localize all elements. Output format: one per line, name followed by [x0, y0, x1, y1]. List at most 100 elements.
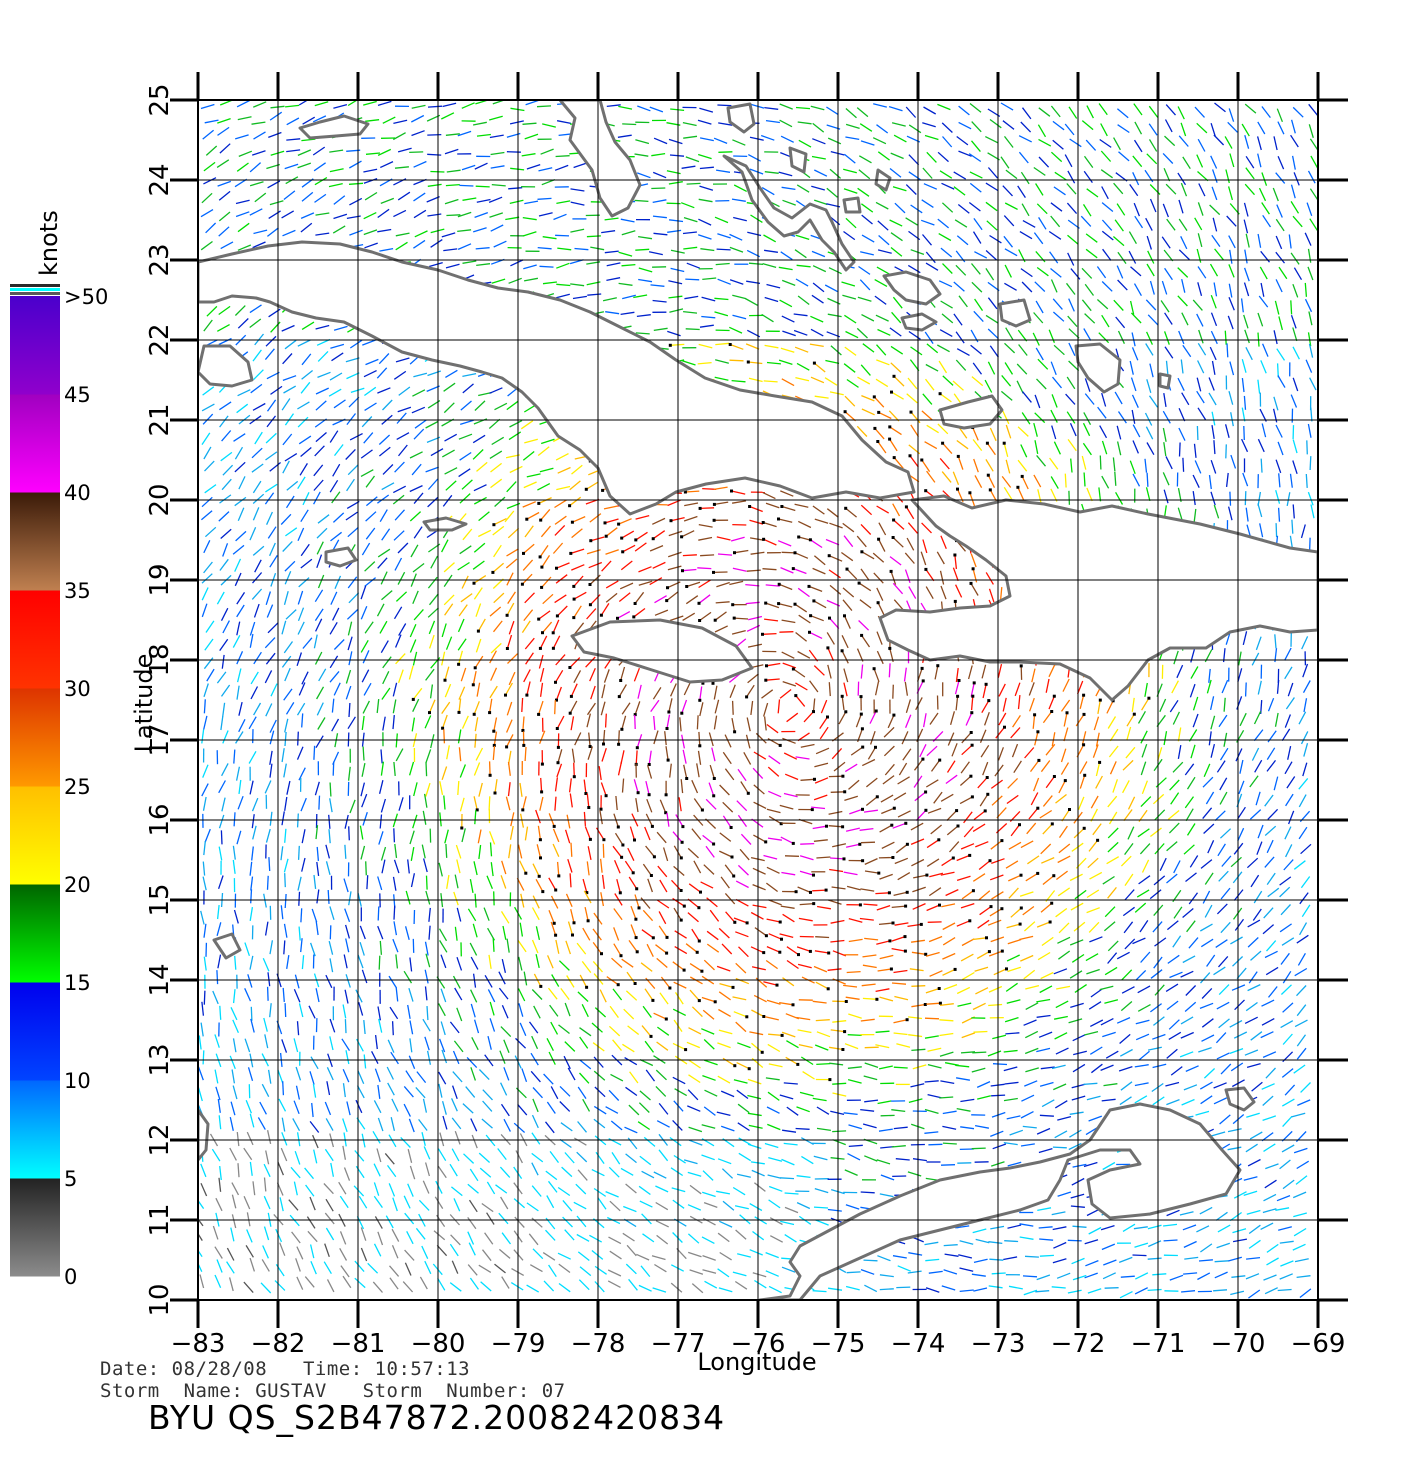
- wind-vector: [857, 296, 872, 302]
- rain-flag: [572, 597, 576, 601]
- wind-vector: [235, 766, 241, 781]
- wind-vector: [988, 950, 1003, 957]
- wind-vector: [655, 944, 667, 954]
- wind-vector: [762, 702, 769, 717]
- wind-vector: [1036, 1047, 1051, 1053]
- wind-vector: [683, 310, 698, 314]
- wind-vector: [1074, 984, 1087, 993]
- wind-vector: [737, 1103, 750, 1114]
- wind-vector: [1275, 251, 1286, 264]
- rain-flag: [874, 745, 877, 749]
- wind-vector: [504, 682, 513, 696]
- rain-flag: [1052, 874, 1056, 878]
- rain-flag: [521, 729, 525, 732]
- wind-vector: [969, 492, 976, 507]
- wind-vector: [1161, 280, 1168, 295]
- wind-vector: [395, 357, 410, 363]
- wind-vector: [539, 635, 548, 649]
- wind-vector: [363, 168, 378, 173]
- wind-vector: [1209, 263, 1219, 277]
- wind-vector: [1307, 170, 1316, 184]
- rain-flag: [729, 826, 733, 829]
- rain-flag: [572, 921, 576, 925]
- wind-vector: [1200, 972, 1211, 984]
- wind-vector: [620, 666, 626, 681]
- wind-vector: [466, 1056, 478, 1069]
- wind-vector: [409, 511, 422, 522]
- wind-vector: [1005, 327, 1014, 341]
- wind-vector: [316, 527, 328, 539]
- rain-flag: [667, 710, 671, 714]
- wind-vector: [612, 1039, 623, 1052]
- wind-vector: [693, 860, 702, 874]
- wind-vector: [486, 875, 493, 889]
- wind-vector: [1035, 347, 1044, 361]
- wind-vector: [1288, 234, 1292, 249]
- wind-vector: [953, 281, 965, 292]
- wind-vector: [1218, 714, 1228, 728]
- wind-vector: [1278, 316, 1284, 331]
- wind-vector: [451, 1098, 458, 1112]
- wind-vector: [392, 876, 397, 891]
- wind-vector: [778, 359, 793, 366]
- wind-vector: [985, 268, 995, 281]
- wind-vector: [1250, 1031, 1263, 1041]
- wind-vector: [659, 879, 668, 893]
- wind-vector: [333, 103, 348, 109]
- wind-vector: [266, 986, 269, 1001]
- wind-vector: [362, 700, 370, 714]
- wind-vector: [1245, 347, 1253, 361]
- wind-vector: [952, 567, 959, 582]
- rain-flag: [905, 842, 909, 846]
- wind-vector: [1068, 342, 1076, 356]
- wind-vector: [519, 813, 525, 828]
- wind-vector: [1081, 455, 1087, 470]
- wind-vector: [1098, 103, 1108, 116]
- wind-vector: [893, 519, 905, 530]
- wind-vector: [1137, 828, 1150, 838]
- wind-vector: [940, 247, 953, 258]
- wind-vector: [1267, 986, 1278, 998]
- wind-vector: [393, 828, 396, 843]
- wind-vector: [1182, 156, 1191, 170]
- wind-vector: [1083, 155, 1094, 168]
- wind-vector: [285, 495, 295, 509]
- wind-vector: [1067, 315, 1078, 328]
- wind-vector: [200, 240, 213, 251]
- wind-vector: [602, 297, 617, 302]
- wind-vector: [1284, 714, 1292, 728]
- wind-vector: [492, 620, 503, 633]
- wind-vector: [941, 857, 954, 867]
- wind-vector: [976, 1081, 991, 1088]
- wind-vector: [1098, 487, 1102, 502]
- wind-vector: [201, 432, 211, 445]
- wind-vector: [519, 1022, 527, 1037]
- rain-flag: [712, 842, 716, 846]
- wind-vector: [314, 177, 328, 186]
- wind-vector: [573, 575, 584, 587]
- wind-vector: [672, 1042, 686, 1051]
- wind-vector: [1304, 282, 1308, 297]
- wind-vector: [1213, 440, 1216, 455]
- rain-flag: [924, 489, 928, 493]
- rain-flag: [681, 569, 684, 573]
- wind-vector: [361, 762, 366, 777]
- wind-vector: [1168, 1019, 1180, 1030]
- wind-vector: [635, 332, 650, 335]
- wind-vector: [1261, 202, 1270, 215]
- rain-flag: [936, 664, 940, 668]
- wind-vector: [1115, 316, 1126, 329]
- wind-vector: [297, 162, 312, 169]
- wind-vector: [621, 702, 631, 715]
- wind-vector: [1228, 235, 1236, 249]
- wind-vector: [220, 607, 229, 621]
- wind-vector: [897, 810, 911, 818]
- wind-vector: [907, 923, 922, 928]
- wind-vector: [795, 695, 806, 707]
- wind-vector: [1241, 438, 1249, 453]
- wind-vector: [1177, 106, 1185, 120]
- wind-vector: [985, 136, 999, 144]
- wind-vector: [1218, 1018, 1230, 1029]
- wind-vector: [1037, 951, 1051, 961]
- wind-vector: [927, 1093, 942, 1099]
